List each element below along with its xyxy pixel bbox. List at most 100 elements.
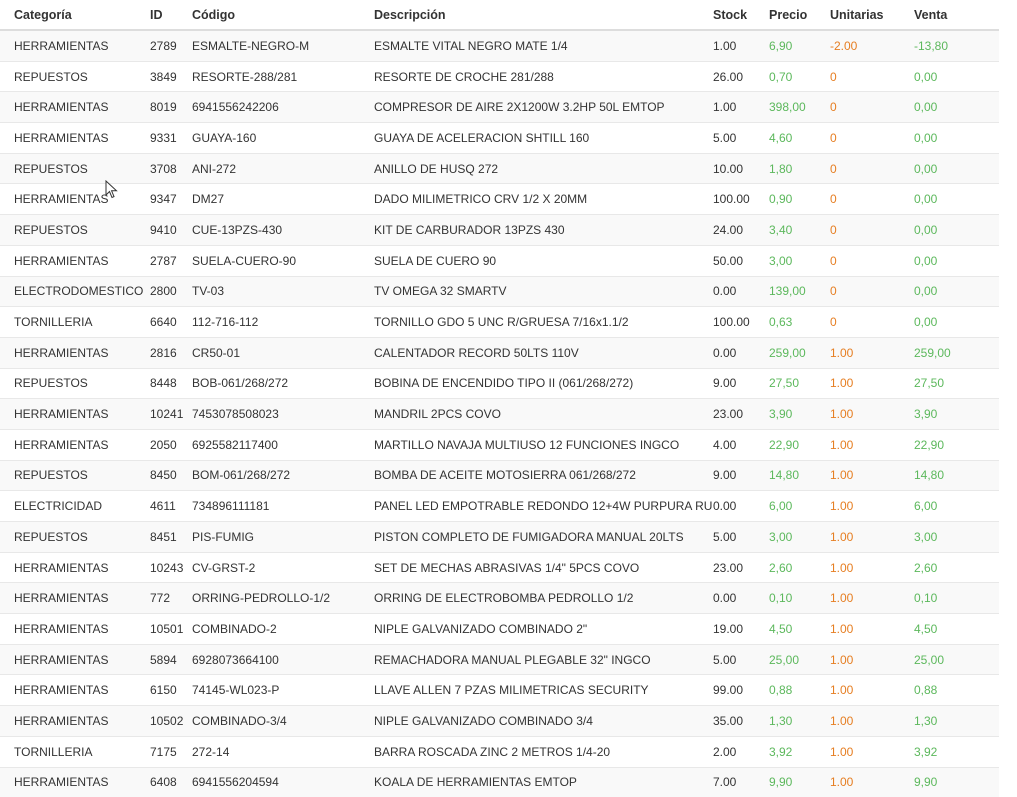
table-row[interactable]: HERRAMIENTAS 2787 SUELA-CUERO-90 SUELA DE C…: [0, 244, 999, 276]
table-row[interactable]: TORNILLERIA 7175 272-14 BARRA ROSCADA ZINC …: [0, 735, 999, 767]
cell-stock: 50.00: [713, 244, 769, 276]
column-header-venta[interactable]: Venta: [914, 0, 999, 31]
cell-codigo: CV-GRST-2: [192, 551, 374, 583]
table-row[interactable]: HERRAMIENTAS 10502 COMBINADO-3/4 NIPLE GALV…: [0, 705, 999, 737]
cell-venta: 0,10: [914, 582, 999, 614]
cell-unitarias: 1.00: [830, 367, 914, 399]
cell-venta: 0,00: [914, 152, 999, 184]
cell-unitarias: 1.00: [830, 613, 914, 645]
cell-venta: 0,00: [914, 183, 999, 215]
cell-precio: 6,90: [769, 29, 830, 62]
table-row[interactable]: HERRAMIENTAS 8019 6941556242206 COMPRESOR D…: [0, 91, 999, 123]
cell-venta: 3,92: [914, 735, 999, 767]
cell-unitarias: 0: [830, 214, 914, 246]
table-row[interactable]: HERRAMIENTAS 5894 6928073664100 REMACHADORA…: [0, 643, 999, 675]
cell-stock: 10.00: [713, 152, 769, 184]
cell-venta: 0,00: [914, 306, 999, 338]
cell-stock: 9.00: [713, 367, 769, 399]
cell-id: 2787: [150, 244, 192, 276]
cell-categoria: REPUESTOS: [0, 459, 150, 491]
cell-stock: 1.00: [713, 29, 769, 62]
table-row[interactable]: HERRAMIENTAS 2816 CR50-01 CALENTADOR RECORD…: [0, 336, 999, 369]
cell-id: 3708: [150, 152, 192, 184]
column-header-codigo[interactable]: Código: [192, 0, 374, 31]
cell-categoria: HERRAMIENTAS: [0, 244, 150, 276]
cell-venta: 2,60: [914, 551, 999, 583]
cell-descripcion: ANILLO DE HUSQ 272: [374, 152, 713, 184]
cell-unitarias: 1.00: [830, 521, 914, 553]
column-header-descripcion[interactable]: Descripción: [374, 0, 713, 31]
cell-id: 8451: [150, 521, 192, 553]
cell-codigo: 6925582117400: [192, 428, 374, 461]
cell-categoria: ELECTRICIDAD: [0, 490, 150, 522]
table-row[interactable]: HERRAMIENTAS 9331 GUAYA-160 GUAYA DE ACELER…: [0, 122, 999, 154]
table-row[interactable]: TORNILLERIA 6640 112-716-112 TORNILLO GDO 5…: [0, 306, 999, 338]
cell-id: 7175: [150, 735, 192, 767]
cell-descripcion: PISTON COMPLETO DE FUMIGADORA MANUAL 20L…: [374, 521, 713, 553]
cell-precio: 3,00: [769, 521, 830, 553]
cell-precio: 25,00: [769, 643, 830, 675]
cell-categoria: HERRAMIENTAS: [0, 122, 150, 154]
cell-descripcion: TORNILLO GDO 5 UNC R/GRUESA 7/16x1.1/2: [374, 306, 713, 338]
cell-id: 8448: [150, 367, 192, 399]
cell-unitarias: 0: [830, 244, 914, 276]
cell-stock: 4.00: [713, 428, 769, 461]
column-header-id[interactable]: ID: [150, 0, 192, 31]
cell-categoria: TORNILLERIA: [0, 306, 150, 338]
table-row[interactable]: HERRAMIENTAS 10243 CV-GRST-2 SET DE MECHAS …: [0, 551, 999, 583]
cell-descripcion: ESMALTE VITAL NEGRO MATE 1/4: [374, 29, 713, 62]
table-row[interactable]: HERRAMIENTAS 772 ORRING-PEDROLLO-1/2 ORRING…: [0, 582, 999, 614]
cell-precio: 3,00: [769, 244, 830, 276]
cell-descripcion: NIPLE GALVANIZADO COMBINADO 3/4: [374, 705, 713, 737]
cell-precio: 22,90: [769, 428, 830, 461]
column-header-unitarias[interactable]: Unitarias: [830, 0, 914, 31]
table-header-row: Categoría ID Código Descripción Stock Pr…: [0, 0, 999, 31]
cell-codigo: CUE-13PZS-430: [192, 214, 374, 246]
table-row[interactable]: HERRAMIENTAS 6150 74145-WL023-P LLAVE ALLEN…: [0, 674, 999, 706]
table-row[interactable]: HERRAMIENTAS 9347 DM27 DADO MILIMETRICO CRV…: [0, 183, 999, 215]
cell-precio: 4,50: [769, 613, 830, 645]
table-row[interactable]: REPUESTOS 8448 BOB-061/268/272 BOBINA DE EN…: [0, 367, 999, 399]
cell-descripcion: BARRA ROSCADA ZINC 2 METROS 1/4-20: [374, 735, 713, 767]
table-row[interactable]: REPUESTOS 8450 BOM-061/268/272 BOMBA DE ACE…: [0, 459, 999, 491]
table-row[interactable]: REPUESTOS 3708 ANI-272 ANILLO DE HUSQ 272 10…: [0, 152, 999, 184]
table-row[interactable]: REPUESTOS 9410 CUE-13PZS-430 KIT DE CARBURA…: [0, 214, 999, 246]
cell-precio: 4,60: [769, 122, 830, 154]
cell-descripcion: REMACHADORA MANUAL PLEGABLE 32" INGCO: [374, 643, 713, 675]
cell-unitarias: 1.00: [830, 490, 914, 522]
cell-id: 9410: [150, 214, 192, 246]
cell-stock: 0.00: [713, 336, 769, 369]
cell-precio: 9,90: [769, 766, 830, 797]
cell-categoria: HERRAMIENTAS: [0, 551, 150, 583]
table-row[interactable]: REPUESTOS 3849 RESORTE-288/281 RESORTE DE C…: [0, 60, 999, 92]
cell-stock: 5.00: [713, 521, 769, 553]
cell-categoria: REPUESTOS: [0, 521, 150, 553]
cell-codigo: 6941556204594: [192, 766, 374, 797]
column-header-stock[interactable]: Stock: [713, 0, 769, 31]
table-row[interactable]: ELECTRODOMESTICO 2800 TV-03 TV OMEGA 32 SMA…: [0, 275, 999, 307]
cell-venta: 0,00: [914, 244, 999, 276]
cell-categoria: TORNILLERIA: [0, 735, 150, 767]
column-header-precio[interactable]: Precio: [769, 0, 830, 31]
table-row[interactable]: HERRAMIENTAS 6408 6941556204594 KOALA DE HE…: [0, 766, 999, 797]
table-row[interactable]: HERRAMIENTAS 2789 ESMALTE-NEGRO-M ESMALTE V…: [0, 29, 999, 62]
cell-stock: 0.00: [713, 275, 769, 307]
table-row[interactable]: HERRAMIENTAS 2050 6925582117400 MARTILLO NA…: [0, 428, 999, 461]
cell-descripcion: GUAYA DE ACELERACION SHTILL 160: [374, 122, 713, 154]
cell-codigo: 272-14: [192, 735, 374, 767]
table-row[interactable]: REPUESTOS 8451 PIS-FUMIG PISTON COMPLETO DE…: [0, 521, 999, 553]
cell-categoria: HERRAMIENTAS: [0, 29, 150, 62]
cell-venta: 27,50: [914, 367, 999, 399]
table-row[interactable]: ELECTRICIDAD 4611 734896111181 PANEL LED EM…: [0, 490, 999, 522]
cell-unitarias: 0: [830, 152, 914, 184]
column-header-categoria[interactable]: Categoría: [0, 0, 150, 31]
cell-categoria: HERRAMIENTAS: [0, 336, 150, 369]
cell-categoria: REPUESTOS: [0, 60, 150, 92]
cell-unitarias: 1.00: [830, 459, 914, 491]
table-row[interactable]: HERRAMIENTAS 10241 7453078508023 MANDRIL 2P…: [0, 398, 999, 430]
cell-codigo: 734896111181: [192, 490, 374, 522]
cell-id: 6640: [150, 306, 192, 338]
cell-categoria: HERRAMIENTAS: [0, 91, 150, 123]
table-row[interactable]: HERRAMIENTAS 10501 COMBINADO-2 NIPLE GALVAN…: [0, 613, 999, 645]
cell-id: 2789: [150, 29, 192, 62]
